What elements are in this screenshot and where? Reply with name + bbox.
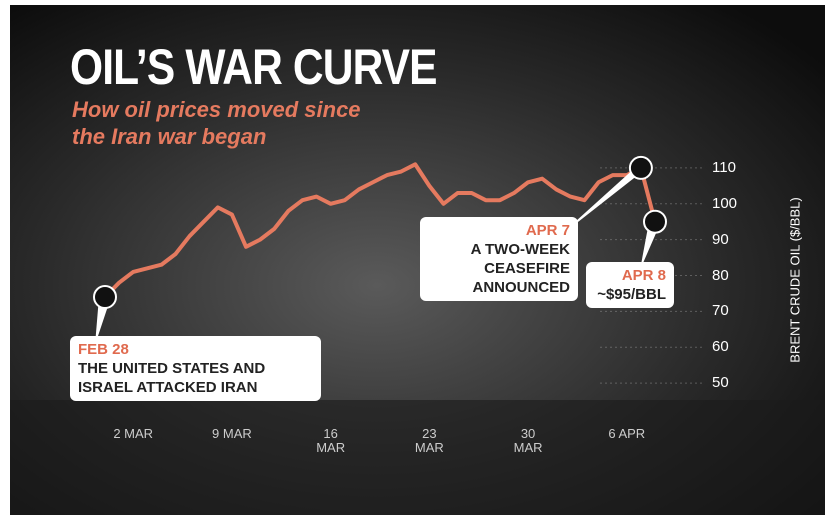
point-marker [93,285,117,310]
y-tick-label: 90 [712,230,729,248]
y-tick-label: 100 [712,194,738,212]
x-tick-label: 9 MAR [212,426,252,441]
chart-title: OIL’S WAR CURVE [70,39,438,95]
x-tick-label: 30 MAR [513,426,543,455]
price-line [103,162,657,299]
chart-subtitle: How oil prices moved since the Iran war … [72,97,361,149]
annotation-box: APR 8 ~$95/BBL [586,262,674,308]
annotation-box: APR 7 A TWO-WEEK CEASEFIRE ANNOUNCED [420,217,578,301]
x-tick-label: 16 MAR [316,426,346,455]
point-marker [628,155,653,180]
annotation-text: ~$95/BBL [597,286,666,303]
point-marker [643,209,667,234]
y-tick-label: 70 [712,302,729,320]
annotation-date: FEB 28 [78,341,129,358]
callout-pointer [95,297,111,345]
annotation-text: A TWO-WEEK CEASEFIRE ANNOUNCED [470,241,570,296]
x-tick-label: 2 MAR [113,426,154,441]
x-tick-label: 6 APR [608,426,646,441]
y-tick-label: 110 [712,158,736,176]
y-tick-label: 60 [712,338,729,356]
callout-pointer [640,221,661,270]
ground [10,400,825,515]
annotation-box: FEB 28 THE UNITED STATES AND ISRAEL ATTAC… [70,336,321,401]
annotation-date: APR 8 [621,267,666,284]
x-tick-label: 23 MAR [414,426,444,455]
annotation-date: APR 7 [525,222,570,239]
y-axis-label: BRENT CRUDE OIL ($/BBL) [787,197,803,363]
annotation-text: THE UNITED STATES AND ISRAEL ATTACKED IR… [78,360,266,396]
callout-pointer [555,167,647,240]
y-tick-label: 50 [712,374,729,392]
y-tick-label: 80 [712,266,729,284]
